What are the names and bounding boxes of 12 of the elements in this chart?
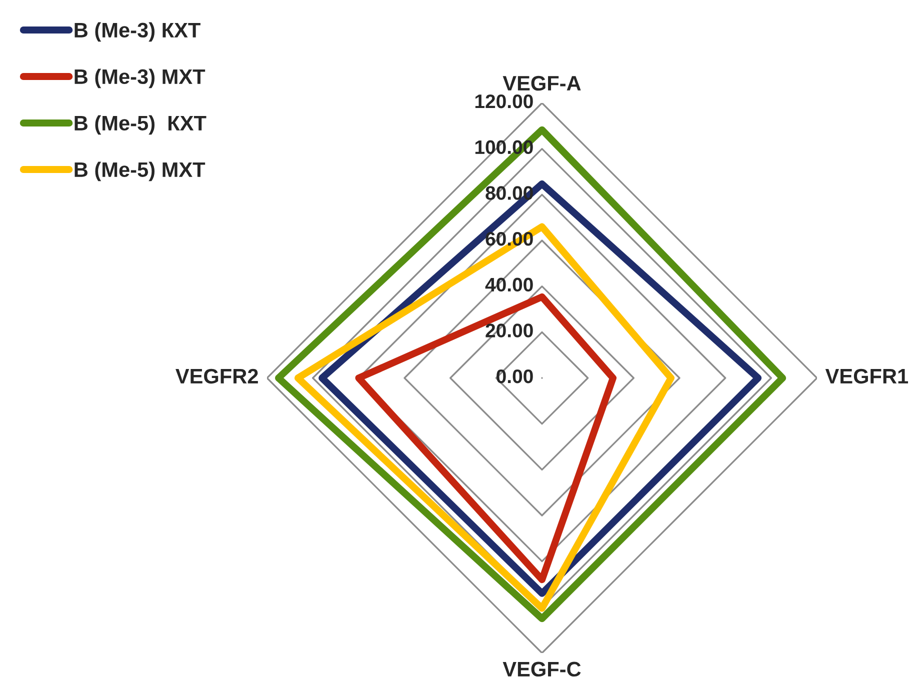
spoke-label: VEGF-A [502,76,581,91]
y-tick-label: 0.00 [496,369,533,384]
legend-label: В (Ме-5) МХТ [74,162,206,182]
legend-label: В (Ме-5) КХТ [74,115,206,135]
legend-label: В (Ме-3) МХТ [74,68,206,88]
spoke-label: VEGF-C [502,662,581,677]
spoke-label: VEGFR2 [176,368,258,384]
legend-label: В (Ме-3) КХТ [74,22,200,42]
y-tick-label: 40.00 [485,278,533,292]
y-tick-label: 20.00 [486,324,533,338]
spoke-label: VEGFR1 [825,368,908,384]
y-tick-label: 120.00 [475,94,533,108]
